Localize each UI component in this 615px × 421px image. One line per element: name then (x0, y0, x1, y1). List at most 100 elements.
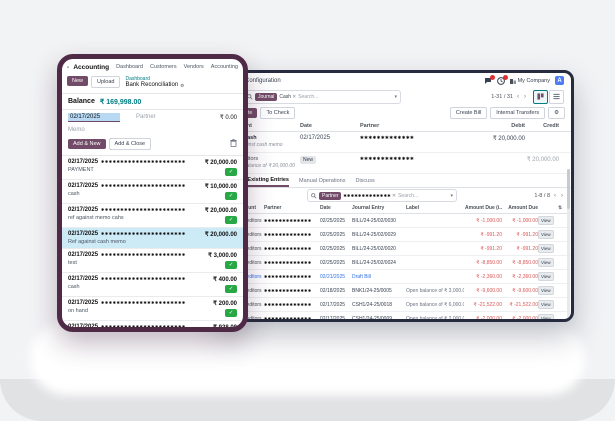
check-glyph: ✓ (228, 261, 234, 268)
entries-table-body: O Creditors ✱✱✱✱✱✱✱✱✱✱✱✱✱ 02/25/2025 BIL… (222, 214, 571, 319)
memo-input[interactable]: Memo (68, 126, 85, 133)
company-switcher[interactable]: My Company (509, 78, 550, 84)
mobile-content: Accounting Dashboard Customers Vendors A… (62, 59, 243, 327)
pager-prev-icon[interactable]: ‹ (554, 192, 556, 199)
nav-dashboard[interactable]: Dashboard (116, 64, 143, 70)
messages-icon[interactable] (484, 74, 495, 85)
scrollbar-thumb[interactable] (567, 169, 570, 209)
breadcrumb-parent[interactable]: Dashboard (125, 76, 150, 82)
col-credit: Credit (543, 123, 559, 129)
line-label: Ref against cash memo (68, 238, 126, 245)
app-name[interactable]: Accounting (73, 63, 110, 71)
table-row[interactable]: O Creditors ✱✱✱✱✱✱✱✱✱✱✱✱✱ 02/25/2025 BIL… (222, 214, 571, 228)
account-sub-label: Ref against cash memo (230, 142, 283, 148)
line-date: 02/17/2025 (68, 182, 99, 189)
balance-row: Balance ₹ 169,998.00 (62, 95, 243, 110)
table-row[interactable]: O Creditors ✱✱✱✱✱✱✱✱✱✱✱✱✱ 02/17/2025 CSH… (222, 312, 571, 319)
date-input[interactable]: 02/17/2025 (68, 112, 120, 122)
pager-next-icon[interactable]: › (524, 93, 526, 100)
search-caret-icon[interactable]: ▾ (450, 192, 453, 199)
list-item[interactable]: 02/17/2025 ✱✱✱✱✱✱✱✱✱✱✱✱✱✱✱✱✱✱✱✱✱✱✱✱ on ha… (62, 297, 243, 321)
list-item[interactable]: 02/17/2025 ✱✱✱✱✱✱✱✱✱✱✱✱✱✱✱✱✱✱✱✱✱✱✱✱ ₹ 928… (62, 321, 243, 327)
to-check-button[interactable]: To Check (260, 107, 296, 119)
view-button[interactable]: View (538, 300, 554, 309)
nav-customers[interactable]: Customers (150, 64, 177, 70)
upload-button[interactable]: Upload (91, 76, 121, 88)
statement-row-creditors[interactable]: O Creditors Open balance of ₹ 20,000.00 … (222, 153, 571, 174)
search-input[interactable]: Journal Cash ✕ Search... ▾ (243, 89, 401, 104)
view-button[interactable]: View (538, 216, 554, 225)
add-new-button[interactable]: Add & New (68, 138, 106, 149)
list-item-selected[interactable]: 02/17/2025 ✱✱✱✱✱✱✱✱✱✱✱✱✱✱✱✱✱✱✱✱✱✱✱✱ Ref a… (62, 227, 243, 249)
table-row[interactable]: O Creditors ✱✱✱✱✱✱✱✱✱✱✱✱✱ 02/18/2025 BNK… (222, 284, 571, 298)
list-item[interactable]: 02/17/2025 ✱✱✱✱✱✱✱✱✱✱✱✱✱✱✱✱✱✱✱✱✱✱✱✱ cash … (62, 180, 243, 204)
statement-row-cash[interactable]: CSH Cash Ref against cash memo 02/17/202… (222, 132, 571, 153)
desktop-window: Configuration My Company A (219, 70, 574, 322)
amount-due-currency-cell: ₹ -991.20 (480, 245, 502, 252)
trash-icon[interactable] (230, 138, 237, 149)
journal-cell: BILL/24-25/02/0020 (352, 245, 396, 252)
create-bill-button[interactable]: Create Bill (449, 107, 488, 119)
table-row[interactable]: O Creditors ✱✱✱✱✱✱✱✱✱✱✱✱✱ 02/25/2025 BIL… (222, 242, 571, 256)
search-caret-icon[interactable]: ▾ (394, 93, 397, 100)
nav-vendors[interactable]: Vendors (183, 64, 204, 70)
journal-cell: BILL/24-25/02/0030 (352, 217, 396, 224)
activities-icon[interactable] (496, 74, 508, 85)
partner-cell: ✱✱✱✱✱✱✱✱✱✱✱✱✱ (264, 288, 312, 293)
scrollbar[interactable] (567, 169, 570, 319)
table-row[interactable]: O Creditors ✱✱✱✱✱✱✱✱✱✱✱✱✱ 02/25/2025 BIL… (222, 228, 571, 242)
line-label: on hand (68, 307, 88, 314)
partner-cell: ✱✱✱✱✱✱✱✱✱✱✱✱✱ (264, 274, 312, 279)
gear-icon[interactable]: ⚙ (180, 83, 185, 89)
view-button[interactable]: View (538, 244, 554, 253)
amount-input[interactable]: ₹ 0.00 (219, 114, 237, 121)
partner-cell: ✱✱✱✱✱✱✱✱✱✱✱✱✱ (264, 232, 312, 237)
balance-label: Balance (68, 98, 95, 106)
desktop-content: Configuration My Company A (222, 73, 571, 319)
label-cell: Open balance of ₹ 6,000.00 (406, 301, 464, 308)
sort-icon[interactable]: ⇅ (558, 205, 563, 211)
view-button[interactable]: View (538, 258, 554, 267)
pager-prev-icon[interactable]: ‹ (517, 93, 519, 100)
tab-manual-operations[interactable]: Manual Operations (299, 178, 346, 184)
tab-discuss[interactable]: Discuss (355, 178, 375, 184)
facet-partner[interactable]: Partner (319, 191, 342, 200)
menu-configuration[interactable]: Configuration (245, 77, 281, 84)
list-item[interactable]: 02/17/2025 ✱✱✱✱✱✱✱✱✱✱✱✱✱✱✱✱✱✱✱✱✱✱✱✱ cash … (62, 273, 243, 297)
facet-remove-icon[interactable]: ✕ (292, 93, 297, 100)
facet-partner-value[interactable]: ✱✱✱✱✱✱✱✱✱✱✱✱✱ ✕ (343, 193, 396, 199)
check-glyph: ✓ (228, 309, 234, 316)
table-row-draft-bill[interactable]: O Creditors ✱✱✱✱✱✱✱✱✱✱✱✱✱ 02/21/2025 Dra… (222, 270, 571, 284)
avatar[interactable]: A (555, 76, 564, 85)
reconciled-check-icon: ✓ (225, 215, 237, 224)
list-item[interactable]: 02/17/2025 ✱✱✱✱✱✱✱✱✱✱✱✱✱✱✱✱✱✱✱✱✱✱✱✱ ref a… (62, 204, 243, 228)
new-line-form: 02/17/2025 Partner ₹ 0.00 Memo (62, 110, 243, 134)
new-button[interactable]: New (67, 76, 89, 86)
view-button[interactable]: View (538, 230, 554, 239)
add-close-button[interactable]: Add & Close (108, 137, 152, 150)
nav-accounting[interactable]: Accounting (210, 64, 238, 70)
list-item[interactable]: 02/17/2025 ✱✱✱✱✱✱✱✱✱✱✱✱✱✱✱✱✱✱✱✱✱✱✱✱ test … (62, 249, 243, 273)
odoo-logo-icon (67, 66, 70, 68)
view-list-button[interactable] (549, 89, 564, 104)
check-glyph: ✓ (228, 168, 234, 175)
line-date: 02/17/2025 (68, 299, 99, 306)
facet-journal[interactable]: Journal (255, 92, 278, 101)
list-item[interactable]: 02/17/2025 ✱✱✱✱✱✱✱✱✱✱✱✱✱✱✱✱✱✱✱✱✱✱✱✱ PAYME… (62, 156, 243, 180)
col-partner: Partner (264, 205, 282, 211)
facet-journal-value[interactable]: Cash ✕ (279, 94, 296, 100)
reconciled-check-icon: ✓ (225, 191, 237, 200)
inner-search-input[interactable]: Partner ✱✱✱✱✱✱✱✱✱✱✱✱✱ ✕ Search... ▾ (307, 189, 457, 202)
table-row[interactable]: O Creditors ✱✱✱✱✱✱✱✱✱✱✱✱✱ 02/17/2025 CSH… (222, 298, 571, 312)
view-button[interactable]: View (538, 272, 554, 281)
pager-next-icon[interactable]: › (561, 192, 563, 199)
table-row[interactable]: O Creditors ✱✱✱✱✱✱✱✱✱✱✱✱✱ 02/25/2025 BIL… (222, 256, 571, 270)
partner-input[interactable]: Partner (136, 114, 156, 121)
view-kanban-button[interactable] (533, 89, 548, 104)
view-button[interactable]: View (538, 314, 554, 319)
tab-match-existing-entries[interactable]: Match Existing Entries (230, 177, 289, 187)
settings-gear-button[interactable]: ⚙ (548, 107, 565, 119)
internal-transfers-button[interactable]: Internal Transfers (490, 107, 546, 119)
facet-remove-icon[interactable]: ✕ (391, 192, 397, 199)
view-button[interactable]: View (538, 286, 554, 295)
